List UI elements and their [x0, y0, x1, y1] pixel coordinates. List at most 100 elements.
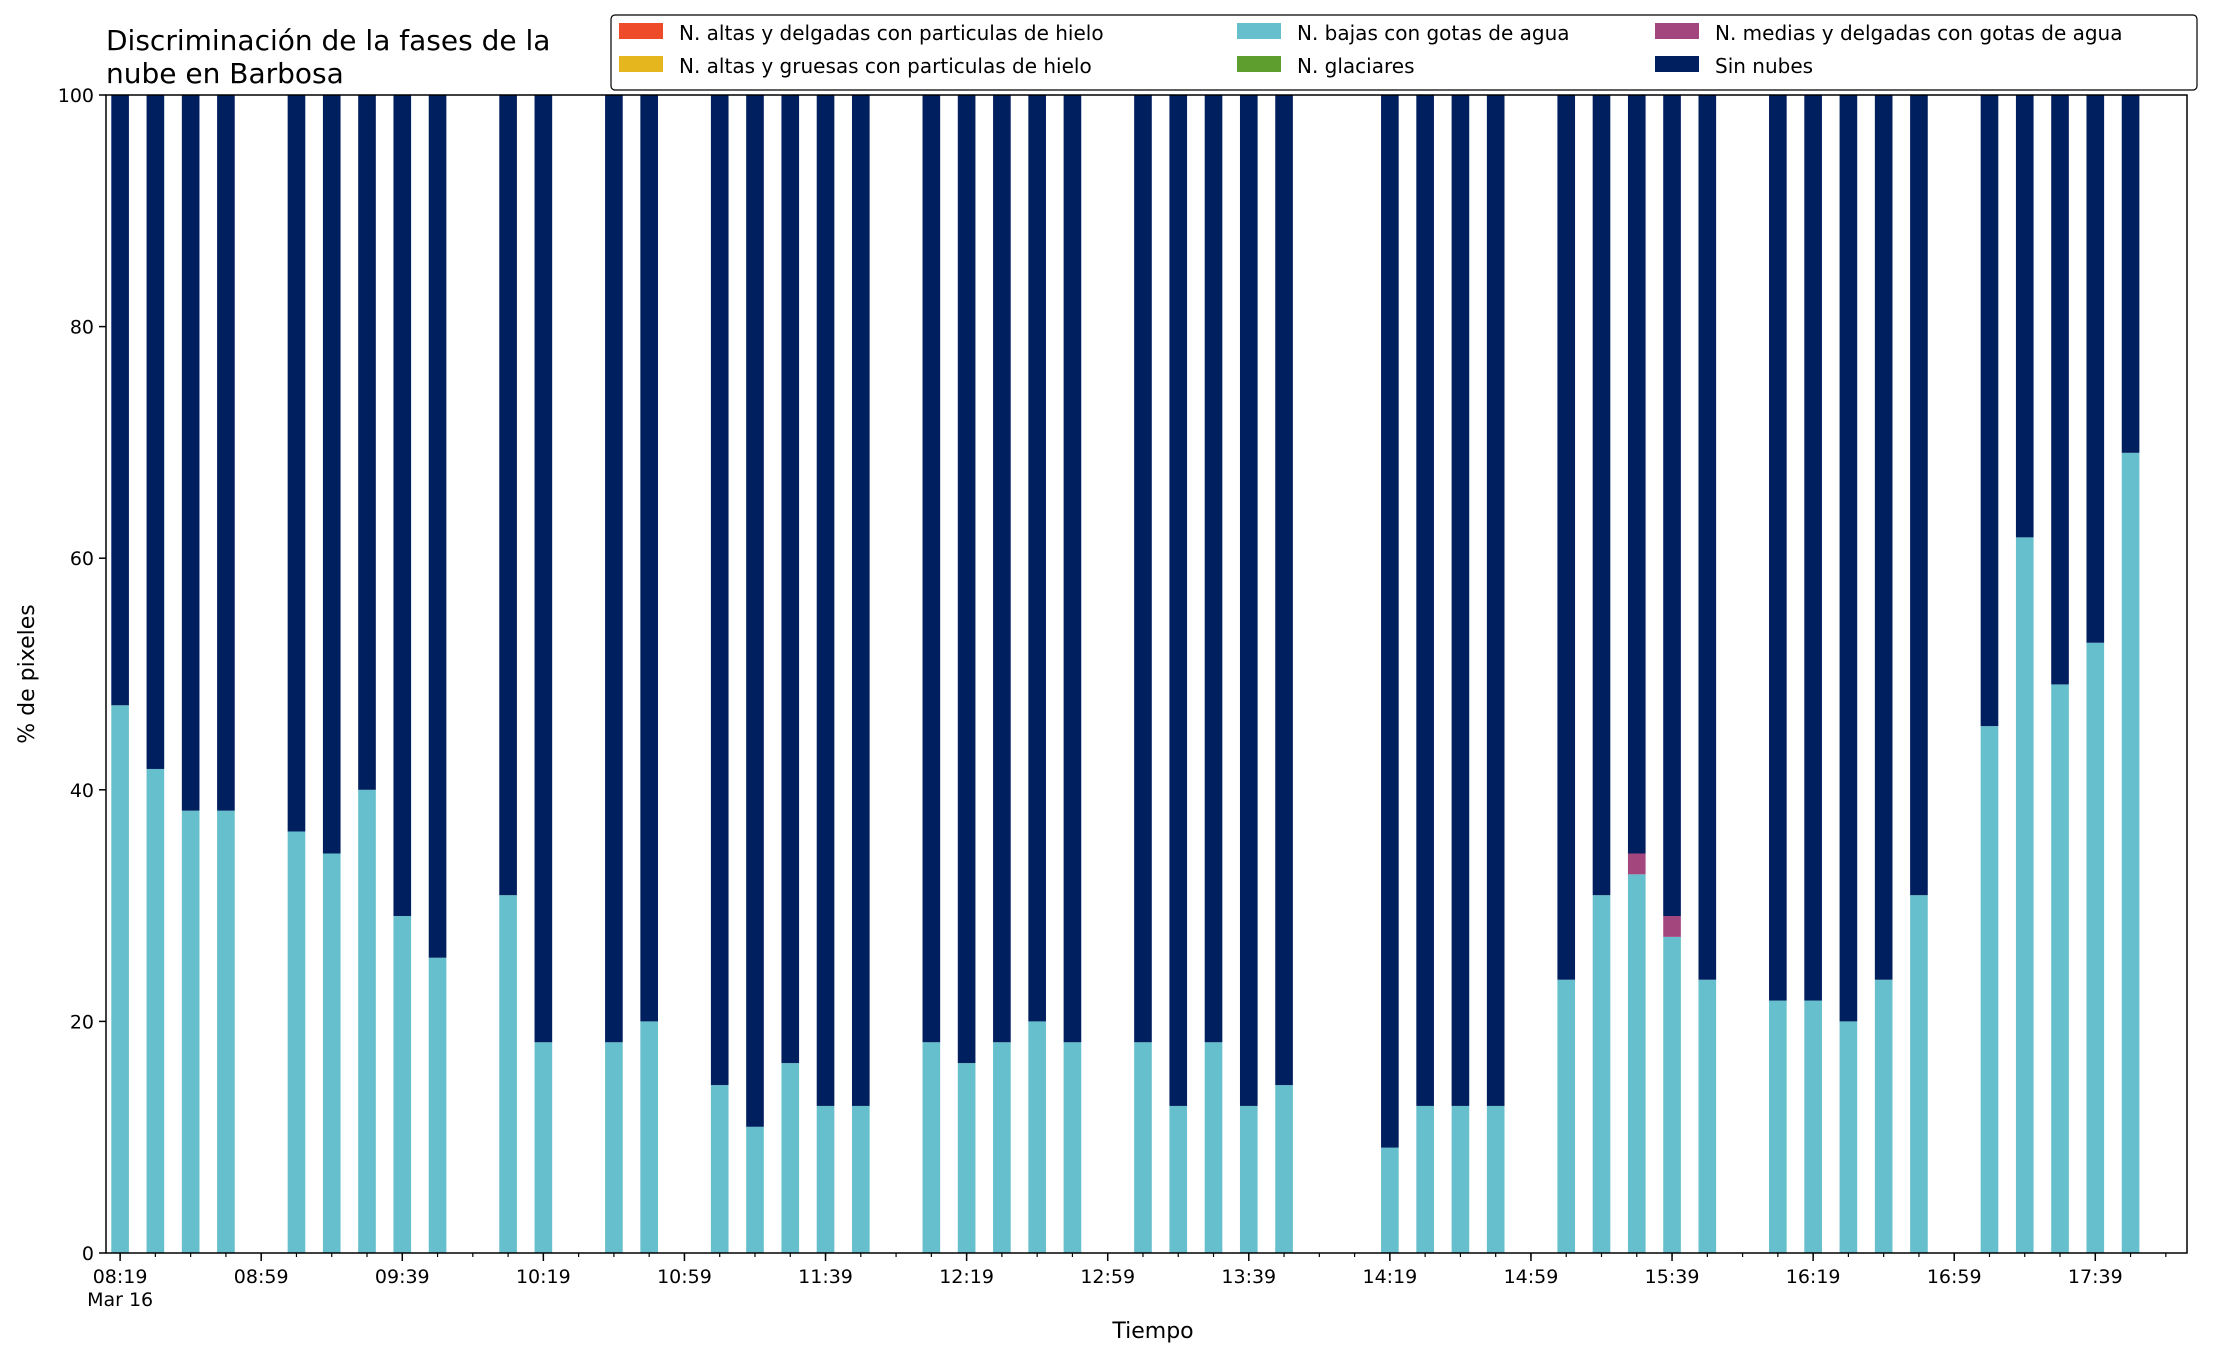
bar-segment-s2-0: [111, 95, 129, 706]
bar-segment-s0-11: [605, 1042, 623, 1253]
bar-segment-s2-25: [1204, 95, 1223, 1043]
x-tick-label: 16:59: [1927, 1266, 1982, 1288]
bar-segment-s2-4: [287, 95, 306, 832]
legend-box: [610, 14, 2198, 91]
legend-swatch: [1237, 23, 1281, 39]
bar-segment-s2-15: [781, 95, 800, 1064]
bar-segment-s2-18: [922, 95, 941, 1043]
bar-segment-s2-39: [1839, 95, 1858, 1022]
bar-segment-s2-20: [993, 95, 1011, 1043]
bar-segment-s2-30: [1451, 95, 1470, 1106]
bar-segment-s2-12: [640, 95, 658, 1022]
chart-title-line-1: Discriminación de la fases de la: [106, 24, 550, 57]
bar-segment-s2-19: [957, 95, 976, 1064]
bar-segment-s0-27: [1275, 1085, 1293, 1253]
bar-segment-s0-5: [322, 853, 341, 1253]
bar-segment-s1-34: [1627, 853, 1646, 875]
x-tick-label: 16:19: [1786, 1266, 1841, 1288]
bar-segment-s0-26: [1239, 1105, 1258, 1253]
bar-segment-s0-21: [1028, 1021, 1046, 1253]
bar-segment-s2-11: [605, 95, 623, 1043]
bar-segment-s2-34: [1627, 95, 1646, 854]
bar-segment-s0-15: [781, 1063, 800, 1253]
bar-segment-s0-14: [746, 1126, 764, 1253]
bar-segment-s0-23: [1134, 1042, 1152, 1253]
x-tick-label: 13:39: [1221, 1266, 1276, 1288]
legend-swatch: [619, 56, 663, 72]
bar-segment-s0-35: [1663, 936, 1681, 1253]
legend-label: N. altas y gruesas con particulas de hie…: [679, 54, 1092, 78]
bar-segment-s0-34: [1627, 874, 1646, 1253]
bar-segment-s2-2: [181, 95, 200, 811]
bar-segment-s2-28: [1381, 95, 1399, 1148]
bar-segment-s0-12: [640, 1021, 658, 1253]
bar-segment-s2-26: [1239, 95, 1258, 1106]
bar-segment-s0-39: [1839, 1021, 1858, 1253]
legend-label: N. bajas con gotas de agua: [1297, 21, 1570, 45]
legend-swatch: [1237, 56, 1281, 72]
plot-frame: [105, 94, 2188, 1254]
bar-segment-s0-31: [1486, 1105, 1505, 1253]
bar-segment-s0-3: [217, 810, 235, 1253]
bar-segment-s2-23: [1134, 95, 1152, 1043]
bar-segment-s2-37: [1769, 95, 1787, 1001]
y-tick-label: 100: [58, 85, 94, 107]
bar-segment-s0-43: [2015, 537, 2034, 1253]
bar-segment-s2-1: [146, 95, 165, 769]
bar-segment-s0-41: [1910, 895, 1928, 1253]
bar-segment-s2-10: [534, 95, 553, 1043]
bar-segment-s2-38: [1804, 95, 1822, 1001]
bar-segment-s2-16: [816, 95, 835, 1106]
bar-segment-s0-32: [1557, 979, 1576, 1253]
x-tick-label: 10:19: [516, 1266, 571, 1288]
x-tick-label: 10:59: [657, 1266, 712, 1288]
y-axis: 0 20 40 60 80 100: [58, 85, 106, 1265]
bar-segment-s0-46: [2121, 452, 2140, 1253]
bar-segment-s1-35: [1663, 916, 1681, 937]
bar-segment-s0-37: [1769, 1000, 1787, 1253]
bar-segment-s0-18: [922, 1042, 941, 1253]
x-tick-label: 11:39: [798, 1266, 853, 1288]
legend-label: N. glaciares: [1297, 54, 1415, 78]
bar-segment-s2-8: [428, 95, 447, 958]
bar-segment-s0-1: [146, 768, 165, 1253]
bar-segment-s2-24: [1169, 95, 1188, 1106]
x-tick-sublabel: Mar 16: [87, 1289, 153, 1311]
y-tick-label: 20: [70, 1011, 94, 1033]
bar-segment-s0-33: [1592, 895, 1611, 1253]
bar-segment-s0-7: [393, 916, 412, 1253]
x-tick-label: 08:19: [93, 1266, 148, 1288]
bar-segment-s2-22: [1063, 95, 1082, 1043]
bar-segment-s0-28: [1381, 1147, 1399, 1253]
bar-segment-s2-13: [710, 95, 729, 1086]
legend-swatch: [1655, 23, 1699, 39]
y-tick-label: 40: [70, 780, 94, 802]
bar-segment-s0-44: [2051, 684, 2069, 1253]
legend-label: Sin nubes: [1715, 54, 1813, 78]
legend-swatch: [619, 23, 663, 39]
y-tick-label: 60: [70, 548, 94, 570]
bar-segment-s0-40: [1874, 979, 1893, 1253]
x-tick-label: 14:59: [1504, 1266, 1559, 1288]
x-tick-label: 08:59: [234, 1266, 289, 1288]
bar-segment-s2-42: [1980, 95, 1999, 727]
bars-group: [111, 95, 2140, 1253]
bar-segment-s2-29: [1416, 95, 1434, 1106]
bar-segment-s2-35: [1663, 95, 1681, 917]
bar-segment-s2-40: [1874, 95, 1893, 980]
y-axis-label: % de pixeles: [15, 604, 40, 743]
legend: N. altas y delgadas con particulas de hi…: [610, 14, 2198, 91]
bar-segment-s2-44: [2051, 95, 2069, 685]
bar-segment-s0-20: [993, 1042, 1011, 1253]
legend-swatch: [1655, 56, 1699, 72]
bar-segment-s0-10: [534, 1042, 553, 1253]
legend-label: N. altas y delgadas con particulas de hi…: [679, 21, 1104, 45]
y-tick-label: 80: [70, 317, 94, 339]
bar-segment-s2-33: [1592, 95, 1611, 896]
bar-segment-s2-7: [393, 95, 412, 917]
bar-segment-s2-27: [1275, 95, 1293, 1086]
bar-segment-s0-4: [287, 831, 306, 1253]
bar-segment-s0-22: [1063, 1042, 1082, 1253]
bar-segment-s2-46: [2121, 95, 2140, 453]
